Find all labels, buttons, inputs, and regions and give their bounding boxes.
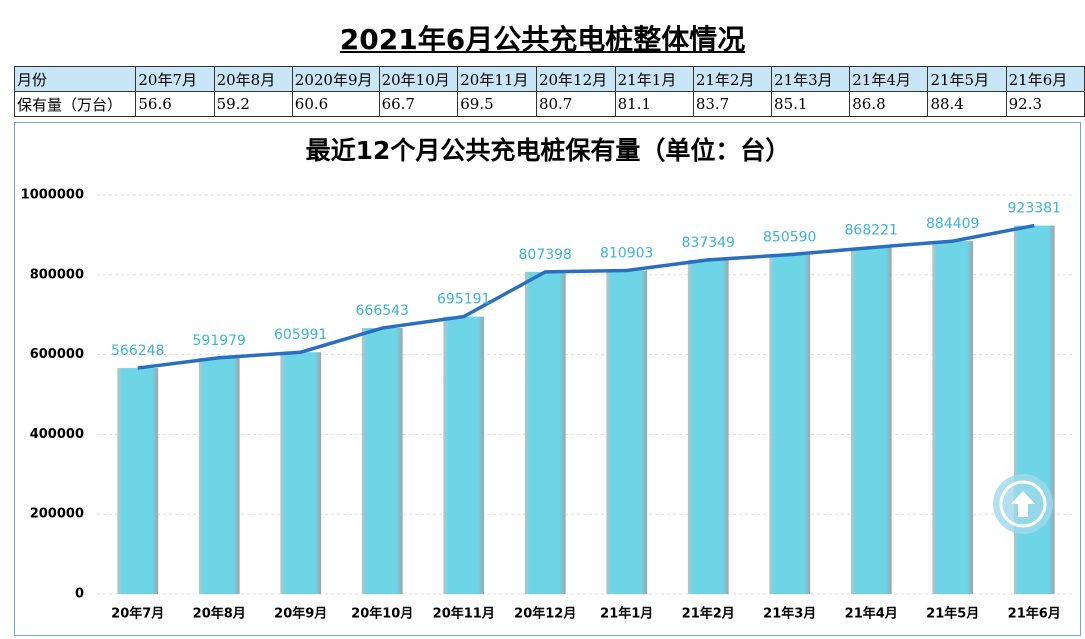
- table-cell: 56.6: [135, 91, 215, 117]
- table-cell: 21年3月: [771, 66, 851, 92]
- data-label: 923381: [1008, 201, 1061, 217]
- line: [137, 223, 1035, 370]
- y-tick-label: 0: [75, 587, 84, 602]
- table-cell: 83.7: [692, 91, 773, 117]
- x-tick-label: 20年10月: [351, 606, 413, 622]
- table-cell: 85.1: [771, 91, 851, 117]
- data-label: 837349: [682, 235, 735, 251]
- x-tick-label: 21年6月: [1008, 606, 1061, 622]
- y-tick-label: 200000: [30, 507, 84, 522]
- bar: [850, 247, 892, 594]
- data-label: 695191: [437, 292, 490, 308]
- table-cell: 21年2月: [692, 66, 773, 92]
- x-tick-label: 21年2月: [682, 606, 735, 622]
- x-tick-label: 20年9月: [274, 606, 327, 622]
- bar: [361, 328, 403, 594]
- data-label: 666543: [356, 303, 409, 319]
- x-tick-label: 20年8月: [193, 606, 246, 622]
- table-cell: 80.7: [535, 91, 616, 117]
- data-label: 566248: [111, 343, 164, 359]
- data-label: 884409: [926, 216, 979, 232]
- chart: 最近12个月公共充电桩保有量（单位：台） 0 200000 400000 600000…: [14, 122, 1081, 636]
- table-cell: 69.5: [457, 91, 537, 117]
- table-cell: 月份: [13, 66, 137, 92]
- x-tick-label: 21年3月: [763, 606, 816, 622]
- chart-title: 最近12个月公共充电桩保有量（单位：台）: [306, 136, 791, 165]
- bar: [1013, 225, 1055, 594]
- data-label: 605991: [274, 327, 327, 343]
- table-cell: 20年8月: [213, 66, 293, 92]
- x-tick-label: 21年5月: [926, 606, 979, 622]
- table-cell: 66.7: [378, 91, 459, 117]
- table-cell: 21年6月: [1005, 66, 1085, 92]
- scroll-top-icon[interactable]: [993, 474, 1053, 534]
- bar: [606, 270, 648, 594]
- x-tick-label: 20年12月: [514, 606, 576, 622]
- table-cell: 保有量（万台）: [13, 91, 137, 117]
- bar: [443, 316, 485, 594]
- table-cell: 21年5月: [927, 66, 1007, 92]
- y-tick-label: 400000: [30, 427, 84, 442]
- data-label: 850590: [763, 230, 816, 246]
- table-cell: 21年1月: [614, 66, 694, 92]
- bar: [280, 352, 322, 594]
- bar: [687, 259, 729, 594]
- table-cell: 59.2: [213, 91, 293, 117]
- table-cell: 92.3: [1005, 91, 1085, 117]
- x-tick-label: 21年1月: [600, 606, 653, 622]
- data-label: 868221: [845, 223, 898, 239]
- table-cell: 86.8: [849, 91, 929, 117]
- table-cell: 20年12月: [535, 66, 616, 92]
- table-cell: 60.6: [291, 91, 380, 117]
- table-cell: 20年10月: [378, 66, 459, 92]
- bar: [198, 357, 240, 594]
- table-cell: 81.1: [614, 91, 694, 117]
- x-tick-label: 20年7月: [111, 606, 164, 622]
- table-row: 保有量（万台） 56.6 59.2 60.6 66.7 69.5 80.7 81.1 83.7 8…: [13, 91, 1085, 117]
- y-tick-label: 800000: [30, 267, 84, 282]
- bar: [769, 254, 811, 594]
- x-tick-label: 21年4月: [845, 606, 898, 622]
- data-table: 月份 20年7月 20年8月 2020年9月 20年10月 20年11月 20年12月 21年…: [13, 66, 1085, 117]
- page-title: 2021年6月公共充电桩整体情况: [339, 23, 746, 56]
- y-tick-label: 1000000: [21, 188, 84, 203]
- data-label: 591979: [193, 333, 246, 349]
- y-tick-label: 600000: [30, 347, 84, 362]
- table-cell: 2020年9月: [291, 66, 380, 92]
- data-label: 807398: [519, 247, 572, 263]
- table-cell: 20年7月: [135, 66, 215, 92]
- table-cell: 20年11月: [457, 66, 537, 92]
- bar: [117, 368, 159, 594]
- x-tick-label: 20年11月: [433, 606, 495, 622]
- table-cell: 21年4月: [849, 66, 929, 92]
- table-row: 月份 20年7月 20年8月 2020年9月 20年10月 20年11月 20年12月 21年…: [13, 66, 1085, 92]
- bar: [524, 271, 566, 594]
- data-label: 810903: [600, 245, 653, 261]
- bar: [932, 241, 974, 594]
- table-cell: 88.4: [927, 91, 1007, 117]
